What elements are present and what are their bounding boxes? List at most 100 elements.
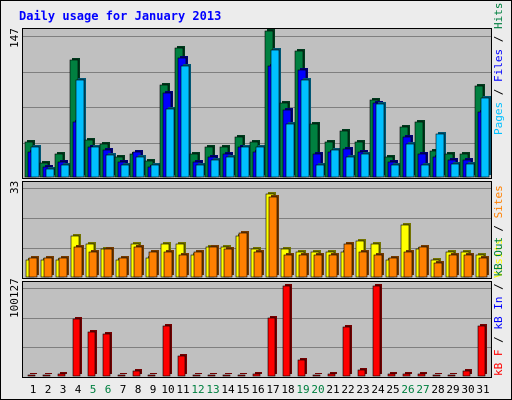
x-tick-label: 3 xyxy=(60,383,67,396)
x-tick-label: 26 xyxy=(401,383,414,396)
bar-pages-day-5 xyxy=(90,145,101,178)
bar-sites-day-21 xyxy=(328,253,339,278)
bar-pages-day-20 xyxy=(315,163,326,178)
legend-files: Files xyxy=(492,49,505,82)
bar-kbytes-day-3 xyxy=(57,372,67,377)
x-tick-label: 12 xyxy=(191,383,204,396)
x-tick-label: 6 xyxy=(105,383,112,396)
bar-kbytes-day-7 xyxy=(117,373,127,377)
x-tick-label: 22 xyxy=(341,383,354,396)
legend-bottom: kB F / kB In / kB Out xyxy=(492,237,505,376)
bar-kbytes-day-12 xyxy=(192,373,202,377)
bar-kbytes-day-16 xyxy=(252,372,262,377)
bar-pages-day-25 xyxy=(390,163,401,178)
bar-kbytes-day-23 xyxy=(357,368,367,377)
bar-kbytes-day-15 xyxy=(237,373,247,377)
top-max-label: 147 xyxy=(8,28,21,48)
x-tick-label: 5 xyxy=(90,383,97,396)
bottom-max-label: 100127 xyxy=(8,278,21,318)
bar-sites-day-3 xyxy=(58,256,69,278)
legend-pages: Pages xyxy=(492,102,505,135)
bar-pages-day-6 xyxy=(105,153,116,178)
bar-sites-day-12 xyxy=(193,250,204,278)
bar-kbytes-day-5 xyxy=(87,330,97,377)
svg-text:kB F / kB In / kB Out: kB F / kB In / kB Out xyxy=(492,237,505,376)
x-tick-label: 8 xyxy=(135,383,142,396)
legend-hits: Hits xyxy=(492,3,505,30)
bar-sites-day-17 xyxy=(268,195,279,278)
bar-kbytes-day-4 xyxy=(72,317,82,377)
x-tick-label: 2 xyxy=(45,383,52,396)
bar-sites-day-20 xyxy=(313,253,324,278)
bar-pages-day-31 xyxy=(480,96,491,178)
bar-pages-day-15 xyxy=(240,145,251,178)
chart-title: Daily usage for January 2013 xyxy=(19,9,221,23)
bar-sites-day-23 xyxy=(358,250,369,278)
legend-visits: Visits xyxy=(492,238,505,278)
x-axis-labels: 1 2 3 4 5 6 7 8 9 10 11 12 13 14 15 16 17 18 19 20 21 22 23 24 2… xyxy=(30,383,490,396)
legend-kb-f: kB F xyxy=(492,350,505,377)
x-tick-label: 20 xyxy=(311,383,324,396)
x-tick-label: 31 xyxy=(476,383,489,396)
bar-pages-day-11 xyxy=(180,64,191,178)
bar-pages-day-3 xyxy=(60,163,71,178)
bar-sites-day-27 xyxy=(418,245,429,278)
x-tick-label: 9 xyxy=(150,383,157,396)
x-tick-label: 18 xyxy=(281,383,294,396)
x-tick-label: 25 xyxy=(386,383,399,396)
x-tick-label: 7 xyxy=(120,383,127,396)
svg-text:Pages / Files / Hits: Pages / Files / Hits xyxy=(492,3,505,136)
bar-sites-day-29 xyxy=(448,253,459,278)
bar-sites-day-2 xyxy=(43,256,54,278)
bar-pages-day-28 xyxy=(435,132,446,178)
bar-pages-day-13 xyxy=(210,158,221,178)
bar-sites-day-9 xyxy=(148,250,159,278)
x-tick-label: 29 xyxy=(446,383,459,396)
x-tick-label: 23 xyxy=(356,383,369,396)
x-tick-label: 10 xyxy=(161,383,174,396)
bar-pages-day-29 xyxy=(450,162,461,178)
x-tick-label: 21 xyxy=(326,383,339,396)
x-tick-label: 4 xyxy=(75,383,82,396)
x-tick-label: 28 xyxy=(431,383,444,396)
bar-sites-day-7 xyxy=(118,256,129,278)
bar-pages-day-19 xyxy=(300,78,311,178)
bar-pages-day-21 xyxy=(330,148,341,178)
bar-kbytes-day-17 xyxy=(267,316,277,377)
x-tick-label: 15 xyxy=(236,383,249,396)
x-tick-label: 17 xyxy=(266,383,279,396)
legend-top: Pages / Files / Hits xyxy=(492,3,505,136)
bar-kbytes-day-28 xyxy=(432,373,442,377)
bar-sites-day-15 xyxy=(238,231,249,278)
x-tick-label: 1 xyxy=(30,383,37,396)
bar-sites-day-18 xyxy=(283,253,294,278)
bar-pages-day-17 xyxy=(270,48,281,178)
bar-pages-day-27 xyxy=(420,163,431,178)
bars-top xyxy=(24,29,491,178)
bar-sites-day-8 xyxy=(133,245,144,278)
bar-pages-day-30 xyxy=(465,162,476,178)
bar-pages-day-23 xyxy=(360,152,371,178)
bar-kbytes-day-14 xyxy=(222,373,232,377)
bar-sites-day-25 xyxy=(388,256,399,278)
bar-pages-day-1 xyxy=(30,145,41,178)
legend-kb-in: kB In xyxy=(492,297,505,330)
bar-kbytes-day-10 xyxy=(162,324,172,377)
bar-sites-day-19 xyxy=(298,253,309,278)
bar-kbytes-day-19 xyxy=(297,358,307,377)
bar-pages-day-24 xyxy=(375,102,386,178)
x-tick-label: 13 xyxy=(206,383,219,396)
x-tick-label: 16 xyxy=(251,383,264,396)
bar-sites-day-16 xyxy=(253,250,264,278)
bar-kbytes-day-9 xyxy=(147,373,157,377)
bar-kbytes-day-11 xyxy=(177,354,187,377)
bar-sites-day-28 xyxy=(433,261,444,278)
bar-kbytes-day-27 xyxy=(417,372,427,377)
bar-sites-day-1 xyxy=(28,256,39,278)
legend-kb-out: kB Out xyxy=(492,237,505,277)
bar-sites-day-14 xyxy=(223,247,234,278)
x-tick-label: 27 xyxy=(416,383,429,396)
bar-kbytes-day-1 xyxy=(27,373,37,377)
bar-pages-day-2 xyxy=(45,167,56,178)
bar-pages-day-22 xyxy=(345,155,356,178)
